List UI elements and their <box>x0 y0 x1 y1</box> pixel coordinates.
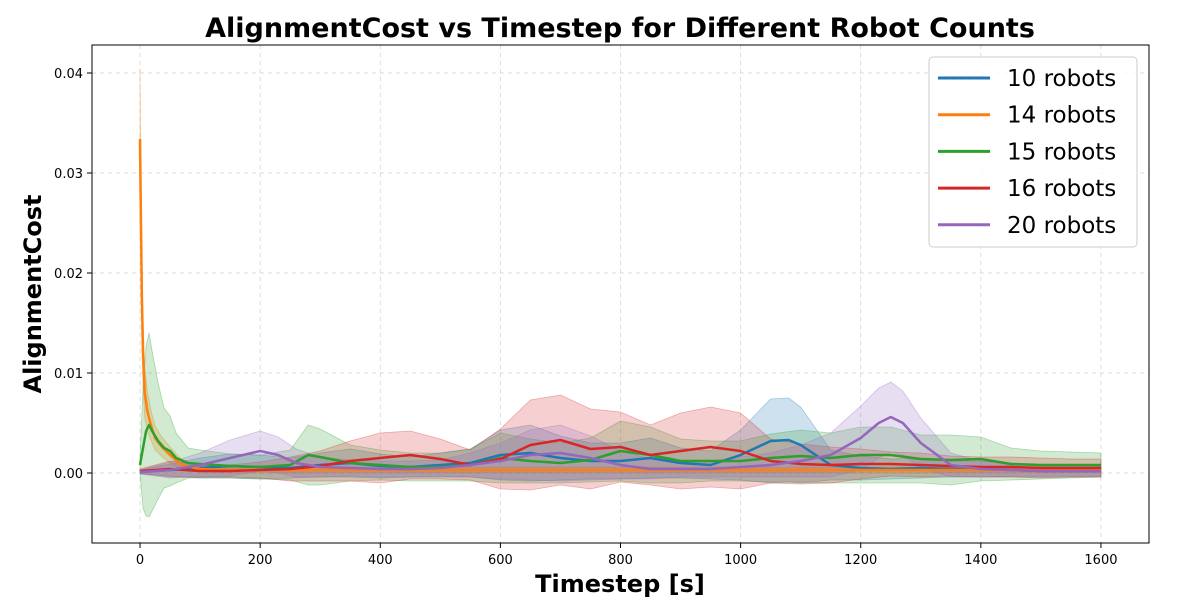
x-axis-ticks: 0 200 400 600 800 1000 1200 1400 1600 <box>136 543 1118 568</box>
chart-title: AlignmentCost vs Timestep for Different … <box>205 13 1035 44</box>
y-tick-label: 0.00 <box>54 467 83 482</box>
band-14-robots <box>139 68 1102 474</box>
x-axis-label: Timestep [s] <box>535 570 705 598</box>
x-tick-label: 200 <box>248 553 273 568</box>
x-tick-label: 1200 <box>844 553 877 568</box>
x-tick-label: 600 <box>488 553 513 568</box>
x-tick-label: 0 <box>136 553 144 568</box>
x-tick-label: 1400 <box>964 553 997 568</box>
y-tick-label: 0.02 <box>54 267 83 282</box>
line-layer <box>138 138 1101 474</box>
x-tick-label: 1000 <box>724 553 757 568</box>
y-tick-label: 0.03 <box>54 167 83 182</box>
band-10-robots <box>139 397 1102 484</box>
legend-label-15-robots: 15 robots <box>1007 139 1116 165</box>
legend-label-20-robots: 20 robots <box>1007 213 1116 239</box>
x-tick-label: 400 <box>368 553 393 568</box>
x-tick-label: 800 <box>608 553 633 568</box>
y-axis-ticks: 0.00 0.01 0.02 0.03 0.04 <box>54 67 92 482</box>
y-tick-label: 0.04 <box>54 67 83 82</box>
legend-label-16-robots: 16 robots <box>1007 176 1116 202</box>
legend-label-14-robots: 14 robots <box>1007 103 1116 129</box>
y-tick-label: 0.01 <box>54 367 83 382</box>
x-tick-label: 1600 <box>1084 553 1117 568</box>
legend-box <box>928 56 1138 248</box>
series-line-16-robots <box>139 438 1101 473</box>
series-line-20-robots <box>139 415 1101 474</box>
legend-label-10-robots: 10 robots <box>1007 66 1116 92</box>
y-axis-label: AlignmentCost <box>19 195 47 394</box>
legend: 10 robots 14 robots 15 robots 16 robots 20 r… <box>928 56 1138 248</box>
